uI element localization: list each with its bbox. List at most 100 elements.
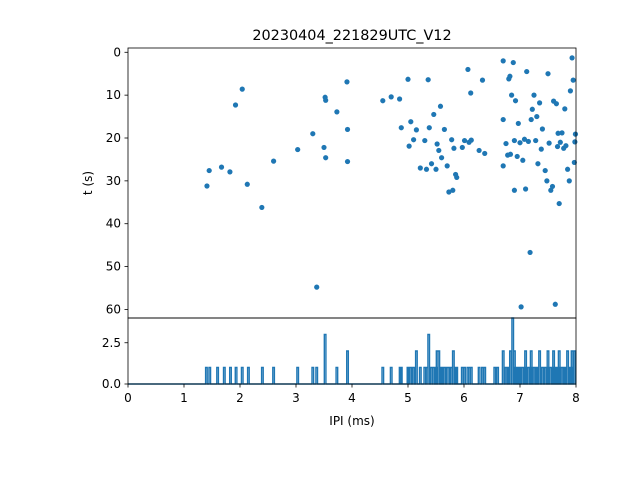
scatter-point — [524, 68, 530, 75]
histogram-y-tick-label: 2.5 — [102, 336, 121, 350]
scatter-point — [544, 178, 550, 184]
scatter-point — [552, 301, 558, 307]
scatter-point — [431, 111, 437, 118]
x-tick-label: 3 — [292, 391, 300, 405]
scatter-point — [507, 151, 514, 157]
scatter-point — [388, 94, 394, 100]
scatter-point — [512, 98, 519, 104]
x-tick-label: 0 — [124, 391, 132, 405]
scatter-point — [454, 174, 460, 181]
scatter-point — [556, 200, 562, 207]
scatter-point — [334, 109, 340, 115]
scatter-point — [417, 165, 423, 171]
scatter-point — [542, 167, 548, 174]
scatter-point — [398, 125, 404, 131]
scatter-point — [244, 181, 250, 187]
scatter-point — [406, 143, 412, 149]
y-tick-label: 20 — [106, 131, 121, 145]
scatter-point — [565, 166, 571, 172]
scatter-point — [344, 126, 351, 133]
scatter-point — [555, 130, 561, 136]
scatter-point — [570, 77, 576, 83]
scatter-point — [535, 161, 541, 167]
scatter-point — [468, 137, 474, 143]
scatter-point — [459, 144, 465, 151]
scatter-point — [413, 127, 419, 133]
scatter-point — [500, 163, 506, 169]
scatter-point — [239, 86, 245, 92]
scatter-point — [426, 125, 432, 131]
scatter-point — [476, 147, 482, 154]
scatter-point — [259, 204, 265, 211]
scatter-point — [310, 131, 316, 137]
scatter-point — [521, 136, 528, 142]
scatter-point — [545, 71, 551, 77]
scatter-point — [439, 155, 445, 161]
scatter-point — [510, 59, 516, 66]
scatter-point — [344, 158, 351, 165]
scatter-point — [344, 79, 350, 85]
scatter-point — [444, 163, 450, 169]
scatter-point — [507, 73, 513, 79]
scatter-point — [537, 100, 543, 106]
x-tick-label: 4 — [348, 391, 356, 405]
scatter-point — [408, 119, 414, 125]
scatter-point — [528, 116, 534, 123]
x-tick-label: 8 — [572, 391, 580, 405]
scatter-point — [423, 166, 430, 172]
scatter-point — [525, 138, 532, 145]
scatter-point — [559, 130, 565, 136]
scatter-point — [509, 92, 515, 98]
scatter-point — [425, 77, 431, 83]
scatter-point — [271, 158, 277, 164]
scatter-point — [523, 186, 529, 192]
scatter-point — [450, 187, 456, 193]
y-tick-label: 60 — [106, 302, 121, 316]
scatter-point — [569, 55, 575, 61]
y-tick-label: 0 — [113, 45, 121, 59]
ipi-histogram-panel: 0.0 2.5 0 1 2 3 4 5 6 7 8 IPI (ms) — [102, 317, 580, 428]
scatter-point — [323, 97, 329, 103]
y-axis-label: t (s) — [81, 171, 95, 195]
scatter-point — [482, 150, 488, 157]
scatter-point — [529, 106, 535, 112]
x-axis-label: IPI (ms) — [329, 414, 374, 428]
scatter-point — [479, 77, 486, 83]
scatter-point — [514, 153, 520, 160]
scatter-point — [380, 98, 386, 104]
scatter-points — [204, 55, 579, 310]
scatter-point — [563, 143, 569, 149]
scatter-point — [232, 102, 239, 108]
scatter-point — [323, 155, 329, 161]
histogram-axes-frame — [127, 317, 577, 385]
y-axis-ticks: 0 10 20 30 40 50 60 — [106, 45, 128, 316]
x-tick-label: 1 — [180, 391, 188, 405]
scatter-point — [517, 140, 523, 146]
scatter-point — [566, 178, 572, 184]
scatter-point — [554, 143, 561, 150]
scatter-point — [468, 90, 474, 96]
scatter-point — [465, 66, 471, 73]
scatter-point — [227, 169, 233, 175]
scatter-point — [461, 137, 468, 144]
scatter-point — [218, 164, 225, 170]
scatter-point — [422, 137, 428, 144]
scatter-point — [567, 88, 574, 94]
scatter-point — [449, 137, 455, 143]
scatter-point — [321, 144, 327, 151]
scatter-point — [518, 304, 524, 310]
scatter-point — [411, 137, 417, 143]
y-tick-label: 30 — [106, 174, 121, 188]
y-tick-label: 50 — [106, 260, 121, 274]
scatter-point — [405, 76, 411, 82]
scatter-point — [500, 116, 506, 123]
scatter-point — [511, 187, 517, 193]
scatter-point — [572, 131, 579, 137]
scatter-point — [500, 58, 506, 64]
scatter-point — [314, 284, 320, 290]
scatter-point — [428, 161, 435, 167]
scatter-point — [546, 140, 552, 146]
scatter-point — [527, 249, 533, 256]
scatter-point — [295, 146, 301, 153]
